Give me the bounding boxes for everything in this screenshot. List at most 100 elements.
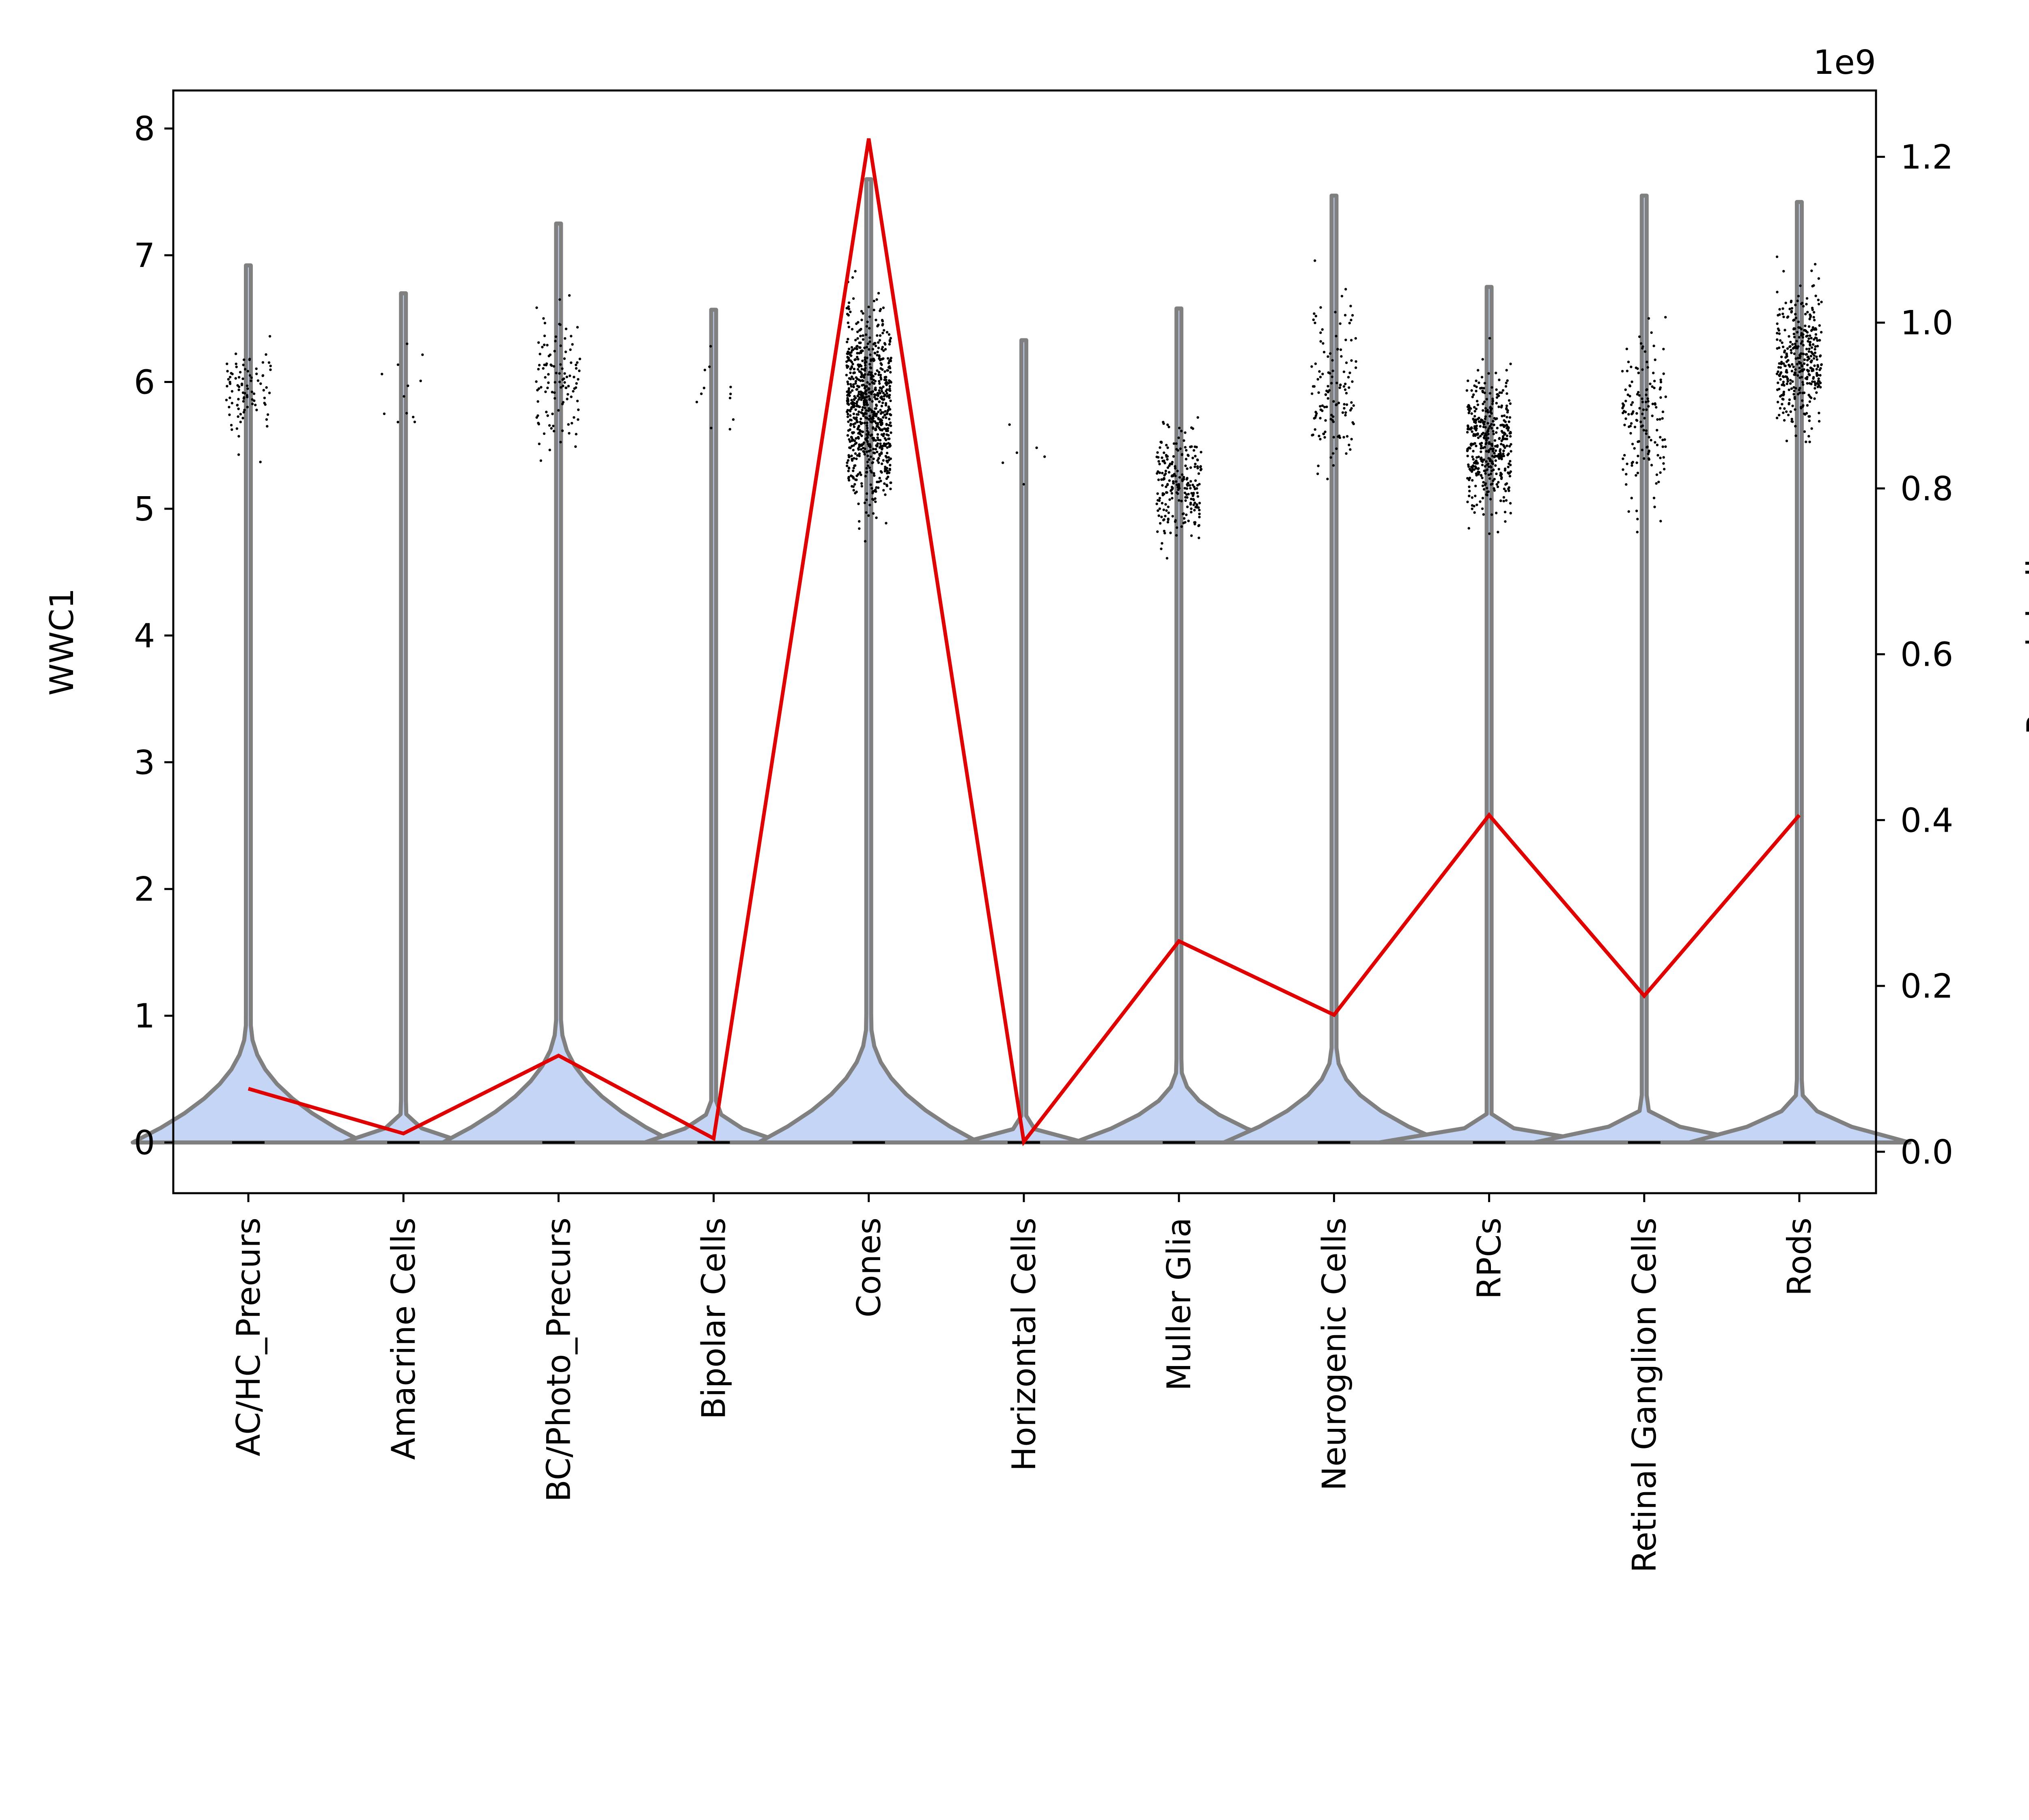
data-point	[237, 398, 240, 400]
data-point	[1777, 366, 1780, 369]
data-point	[1482, 458, 1485, 461]
data-point	[846, 350, 849, 353]
data-point	[880, 452, 883, 455]
data-point	[1484, 483, 1487, 486]
data-point	[1783, 329, 1786, 331]
data-point	[879, 334, 882, 337]
data-point	[1194, 521, 1197, 524]
data-point	[225, 398, 228, 402]
data-point	[874, 414, 878, 417]
data-point	[1508, 445, 1511, 448]
data-point	[1161, 471, 1164, 475]
data-point	[1814, 345, 1817, 348]
data-point	[1482, 387, 1485, 389]
data-point	[884, 410, 887, 413]
data-point	[1778, 332, 1781, 335]
data-point	[1809, 344, 1811, 347]
data-point	[1488, 442, 1491, 445]
data-point	[1647, 457, 1650, 460]
data-point	[853, 368, 856, 370]
data-point	[1506, 409, 1509, 412]
data-point	[1817, 303, 1820, 305]
data-point	[885, 443, 888, 445]
data-point	[537, 422, 540, 424]
data-point	[1184, 446, 1187, 449]
data-point	[872, 427, 874, 430]
data-point	[874, 388, 877, 392]
data-point	[1647, 400, 1650, 403]
data-point	[1502, 499, 1505, 503]
data-point	[1166, 458, 1169, 461]
data-point	[1645, 394, 1648, 396]
data-point	[1318, 435, 1320, 437]
data-point	[1501, 431, 1504, 434]
data-point	[1163, 474, 1166, 477]
data-point	[849, 368, 852, 371]
data-point	[1499, 474, 1502, 477]
data-point	[1344, 388, 1347, 391]
data-point	[1471, 469, 1474, 471]
data-point	[1631, 380, 1633, 383]
data-point	[250, 376, 253, 379]
data-point	[1329, 372, 1331, 375]
data-point	[413, 420, 416, 424]
data-point	[1659, 471, 1662, 474]
data-point	[1814, 387, 1816, 390]
data-point	[1792, 347, 1795, 350]
data-point	[1635, 419, 1639, 422]
data-point	[1190, 492, 1193, 495]
data-point	[237, 415, 239, 418]
data-point	[857, 358, 859, 361]
data-point	[1481, 497, 1484, 499]
data-point	[1794, 342, 1796, 345]
data-point	[1794, 371, 1797, 374]
data-point	[1799, 352, 1802, 355]
data-point	[253, 399, 256, 402]
data-point	[1354, 337, 1357, 340]
data-point	[1624, 388, 1627, 391]
data-point	[850, 385, 853, 388]
data-point	[880, 358, 883, 361]
data-point	[1467, 379, 1469, 382]
data-point	[879, 376, 882, 379]
data-point	[1807, 369, 1810, 372]
data-point	[541, 346, 544, 349]
data-point	[1495, 483, 1498, 486]
data-point	[850, 402, 853, 405]
data-point	[1482, 488, 1486, 491]
data-point	[866, 357, 869, 359]
data-point	[860, 373, 863, 376]
data-point	[846, 390, 849, 393]
data-point	[865, 389, 868, 392]
data-point	[547, 355, 551, 357]
data-point	[571, 422, 573, 425]
data-point	[879, 445, 882, 448]
data-point	[853, 398, 855, 401]
data-point	[864, 367, 867, 370]
violin-8	[1377, 285, 1601, 1144]
data-point	[1501, 415, 1503, 417]
data-point	[553, 350, 556, 353]
data-point	[1661, 410, 1665, 413]
data-point	[1186, 484, 1189, 487]
data-point	[1343, 403, 1346, 406]
data-point	[1350, 401, 1353, 404]
data-point	[1348, 443, 1351, 446]
data-point	[880, 363, 883, 366]
data-point	[854, 452, 857, 455]
data-point	[1651, 385, 1654, 388]
data-point	[1495, 402, 1498, 404]
data-point	[1631, 401, 1634, 404]
data-point	[1186, 496, 1189, 499]
data-point	[881, 368, 884, 371]
data-point	[1494, 449, 1497, 452]
data-point	[1778, 374, 1781, 377]
data-point	[848, 308, 851, 310]
violin-3	[643, 308, 785, 1144]
data-point	[861, 349, 864, 353]
data-point	[1631, 464, 1633, 467]
data-point	[1192, 449, 1195, 452]
data-point	[1482, 436, 1486, 439]
data-point	[1791, 404, 1794, 407]
data-point	[241, 377, 244, 380]
